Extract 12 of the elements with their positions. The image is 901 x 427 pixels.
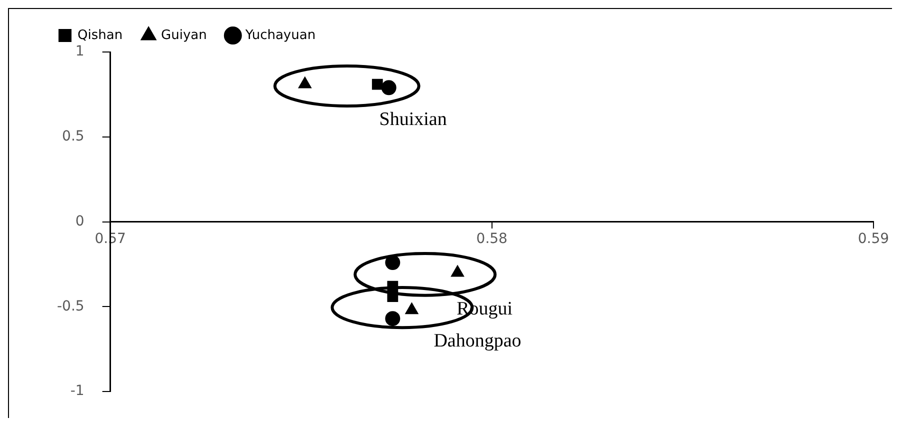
y-tick-label: 0.5 <box>62 128 84 145</box>
y-tick-label: -0.5 <box>56 298 84 314</box>
annotation: Dahongpao <box>434 330 522 352</box>
x-tick-label: 0.59 <box>858 230 889 247</box>
y-tick-label: 1 <box>75 44 84 60</box>
legend-label: Qishan <box>78 28 123 43</box>
legend-label: Guiyan <box>161 28 207 43</box>
y-tick-label: -1 <box>70 383 84 400</box>
x-tick-label: 0.58 <box>476 230 508 247</box>
y-tick-label: 0 <box>75 213 84 230</box>
legend-label: Yuchayuan <box>244 28 316 43</box>
annotation: Shuixian <box>379 108 448 130</box>
